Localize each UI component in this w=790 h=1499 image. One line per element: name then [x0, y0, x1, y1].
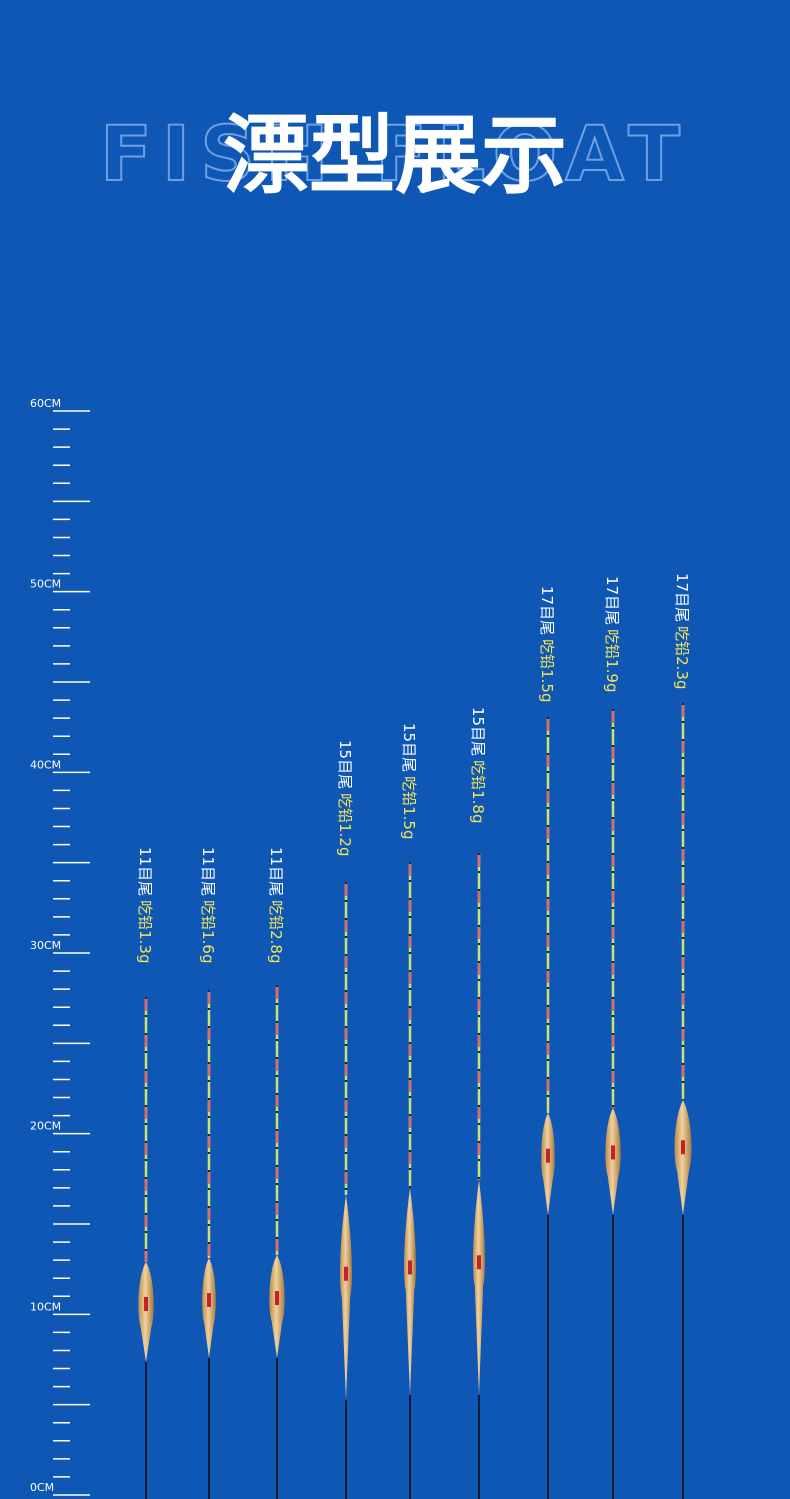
float-label: 11目尾吃铅1.3g: [136, 847, 154, 963]
float-lead: 吃铅1.8g: [469, 760, 487, 823]
float-body: [473, 1180, 485, 1395]
float: 15目尾吃铅1.2g: [336, 740, 354, 1499]
float-tail: 15目尾: [469, 707, 487, 756]
title: 漂型展示: [223, 106, 567, 206]
ruler-label: 40CM: [30, 758, 61, 771]
float-lead: 吃铅1.9g: [603, 629, 621, 692]
float: 11目尾吃铅2.8g: [267, 847, 285, 1499]
float: 11目尾吃铅1.6g: [199, 847, 217, 1499]
float-tail: 15目尾: [400, 723, 418, 772]
float-logo: [681, 1140, 685, 1155]
float-lead: 吃铅1.5g: [538, 639, 556, 702]
float: 15目尾吃铅1.8g: [469, 707, 487, 1499]
float-lead: 吃铅1.6g: [199, 900, 217, 963]
float-body: [138, 1262, 154, 1362]
float-logo: [408, 1260, 412, 1275]
float-lead: 吃铅1.5g: [400, 776, 418, 839]
float-body: [340, 1195, 352, 1400]
float: 17目尾吃铅1.5g: [538, 586, 556, 1499]
float-tail: 15目尾: [336, 740, 354, 789]
float-label: 15目尾吃铅1.2g: [336, 740, 354, 856]
float-label: 17目尾吃铅1.9g: [603, 576, 621, 692]
float-logo: [275, 1291, 279, 1306]
float: 11目尾吃铅1.3g: [136, 847, 154, 1499]
float-lead: 吃铅1.2g: [336, 793, 354, 856]
float: 17目尾吃铅1.9g: [603, 576, 621, 1499]
float-label: 17目尾吃铅1.5g: [538, 586, 556, 702]
float-label: 11目尾吃铅2.8g: [267, 847, 285, 963]
float-logo: [207, 1293, 211, 1307]
float-body: [404, 1188, 416, 1395]
float-label: 17目尾吃铅2.3g: [673, 573, 691, 689]
float-tail: 17目尾: [538, 586, 556, 635]
float-body: [202, 1258, 216, 1358]
ruler-label: 60CM: [30, 397, 61, 410]
float-logo: [611, 1145, 615, 1160]
float-lead: 吃铅1.3g: [136, 900, 154, 963]
float-logo: [546, 1148, 550, 1163]
ruler-label: 50CM: [30, 578, 61, 591]
float-body: [674, 1100, 692, 1215]
float-logo: [344, 1266, 348, 1281]
float-body: [605, 1108, 621, 1215]
float-tail: 11目尾: [199, 847, 217, 896]
float-body: [269, 1255, 285, 1358]
float-logo: [144, 1297, 148, 1311]
background-text: FISH FLOAT: [100, 109, 690, 198]
float-label: 11目尾吃铅1.6g: [199, 847, 217, 963]
ruler-label: 30CM: [30, 939, 61, 952]
ruler-label: 10CM: [30, 1300, 61, 1313]
ruler-label: 0CM: [30, 1481, 54, 1494]
float-label: 15目尾吃铅1.5g: [400, 723, 418, 839]
float-tail: 17目尾: [673, 573, 691, 622]
float-lead: 吃铅2.3g: [673, 626, 691, 689]
float-tail: 17目尾: [603, 576, 621, 625]
float-lead: 吃铅2.8g: [267, 900, 285, 963]
float-logo: [477, 1255, 481, 1270]
float-label: 15目尾吃铅1.8g: [469, 707, 487, 823]
ruler-label: 20CM: [30, 1120, 61, 1133]
float-tail: 11目尾: [136, 847, 154, 896]
float: 17目尾吃铅2.3g: [673, 573, 692, 1499]
float-tail: 11目尾: [267, 847, 285, 896]
float: 15目尾吃铅1.5g: [400, 723, 418, 1499]
float-body: [541, 1113, 555, 1215]
